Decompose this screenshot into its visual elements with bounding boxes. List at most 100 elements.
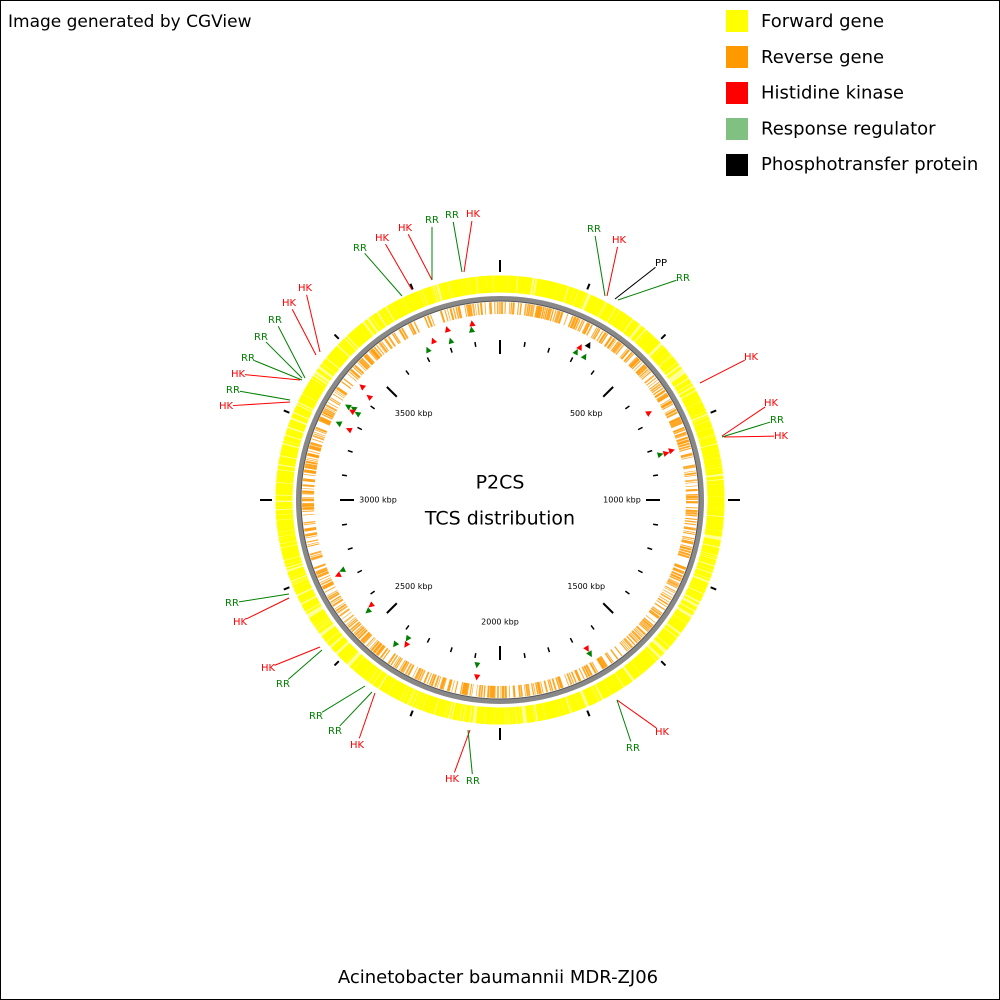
forward-gene [371, 314, 383, 330]
forward-gene [603, 679, 614, 695]
forward-gene [323, 359, 338, 373]
feature-marker [645, 411, 652, 417]
reverse-gene [341, 611, 352, 620]
inner-tick [652, 523, 659, 526]
reverse-gene [556, 311, 561, 324]
forward-gene [599, 303, 610, 320]
forward-gene [599, 680, 610, 697]
reverse-gene [676, 436, 689, 442]
reverse-gene [332, 393, 344, 401]
reverse-gene [659, 595, 670, 603]
forward-gene [326, 631, 341, 644]
reverse-gene [623, 638, 633, 648]
reverse-gene [678, 551, 691, 556]
forward-gene [575, 290, 584, 308]
forward-gene [645, 647, 658, 661]
forward-gene [522, 276, 527, 294]
forward-gene [276, 473, 294, 478]
kbp-label: 2000 kbp [481, 618, 519, 627]
forward-gene [312, 614, 328, 626]
reverse-gene [606, 652, 614, 663]
inner-tick [386, 386, 398, 398]
feature-leader [407, 233, 433, 281]
forward-gene [535, 703, 542, 722]
feature-label: HK [445, 774, 460, 785]
reverse-gene [510, 302, 513, 315]
forward-gene [277, 527, 295, 533]
reverse-gene [667, 579, 679, 586]
forward-gene [439, 699, 446, 717]
forward-gene [431, 286, 438, 303]
forward-gene [688, 584, 705, 594]
reverse-gene [305, 461, 318, 465]
reverse-gene [677, 439, 690, 445]
forward-gene [316, 368, 332, 381]
reverse-gene [674, 432, 687, 438]
reverse-gene [479, 302, 483, 315]
forward-gene [305, 386, 321, 397]
forward-gene [339, 645, 354, 659]
forward-gene [513, 275, 518, 294]
forward-gene [650, 345, 664, 359]
forward-gene [509, 707, 513, 725]
reverse-gene [302, 478, 316, 482]
reverse-gene [379, 647, 388, 658]
reverse-gene [475, 684, 478, 697]
forward-gene [703, 454, 721, 459]
forward-gene [679, 603, 695, 614]
forward-gene [379, 674, 390, 690]
inner-tick [523, 652, 526, 659]
forward-gene [283, 553, 300, 560]
forward-gene [470, 705, 474, 723]
reverse-gene [680, 545, 692, 550]
forward-gene [554, 699, 561, 717]
forward-gene [683, 595, 700, 605]
backbone-inner [300, 300, 700, 700]
reverse-gene [623, 638, 633, 649]
forward-gene [294, 584, 312, 593]
feature-leader [452, 221, 463, 273]
reverse-gene [373, 642, 382, 653]
feature-marker [448, 337, 455, 345]
feature-leader [594, 235, 606, 297]
reverse-gene [656, 599, 667, 608]
feature-marker [583, 645, 589, 652]
feature-marker [354, 411, 362, 418]
forward-gene [589, 297, 599, 314]
forward-gene [550, 282, 557, 300]
forward-gene [574, 693, 582, 710]
reverse-gene [413, 321, 420, 333]
reverse-gene [633, 628, 643, 638]
forward-gene [276, 479, 294, 484]
forward-gene [705, 468, 723, 474]
reverse-gene [343, 614, 354, 623]
reverse-gene [517, 685, 520, 698]
reverse-gene [405, 663, 413, 675]
forward-gene [326, 632, 342, 645]
forward-gene [350, 654, 363, 669]
forward-gene [275, 511, 293, 515]
reverse-gene [593, 328, 601, 340]
feature-label: RR [425, 215, 439, 226]
forward-gene [471, 277, 475, 295]
forward-gene [700, 551, 718, 558]
forward-gene [379, 309, 391, 325]
forward-gene [487, 275, 490, 293]
reverse-gene [523, 684, 527, 697]
forward-gene [569, 694, 578, 712]
forward-gene [283, 438, 301, 445]
legend-swatch [726, 154, 748, 176]
reverse-gene [316, 569, 328, 576]
reverse-gene [660, 593, 672, 601]
reverse-gene [469, 304, 473, 317]
reverse-gene [450, 308, 455, 321]
forward-gene [337, 343, 352, 357]
outer-tick [586, 710, 591, 717]
reverse-gene [369, 350, 378, 361]
forward-gene [672, 614, 688, 626]
forward-gene [310, 378, 326, 389]
reverse-gene [407, 324, 415, 336]
forward-gene [508, 275, 512, 293]
reverse-gene [302, 484, 315, 487]
forward-gene [574, 693, 583, 710]
